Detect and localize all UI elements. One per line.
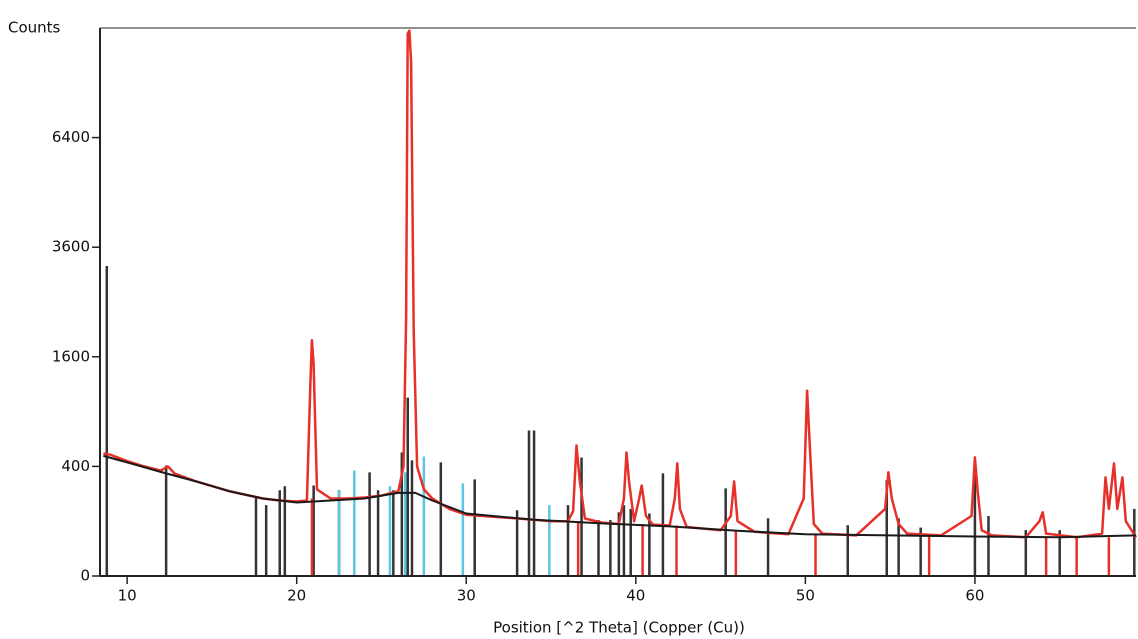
y-tick-label: 1600: [52, 347, 90, 365]
pattern-line: [103, 454, 1137, 539]
y-tick-label: 400: [61, 457, 90, 475]
y-tick-label: 6400: [52, 128, 90, 146]
x-tick-label: 60: [965, 587, 984, 605]
pattern-line: [103, 29, 1138, 539]
y-axis-label: Counts: [8, 19, 61, 37]
y-tick-label: 3600: [52, 238, 90, 256]
x-tick-label: 50: [796, 587, 815, 605]
x-tick-label: 40: [626, 587, 645, 605]
y-tick-label: 0: [80, 567, 90, 585]
x-tick-label: 10: [118, 587, 137, 605]
x-tick-label: 30: [457, 587, 476, 605]
x-axis-label: Position [^2 Theta] (Copper (Cu)): [493, 619, 745, 637]
x-tick-label: 20: [287, 587, 306, 605]
